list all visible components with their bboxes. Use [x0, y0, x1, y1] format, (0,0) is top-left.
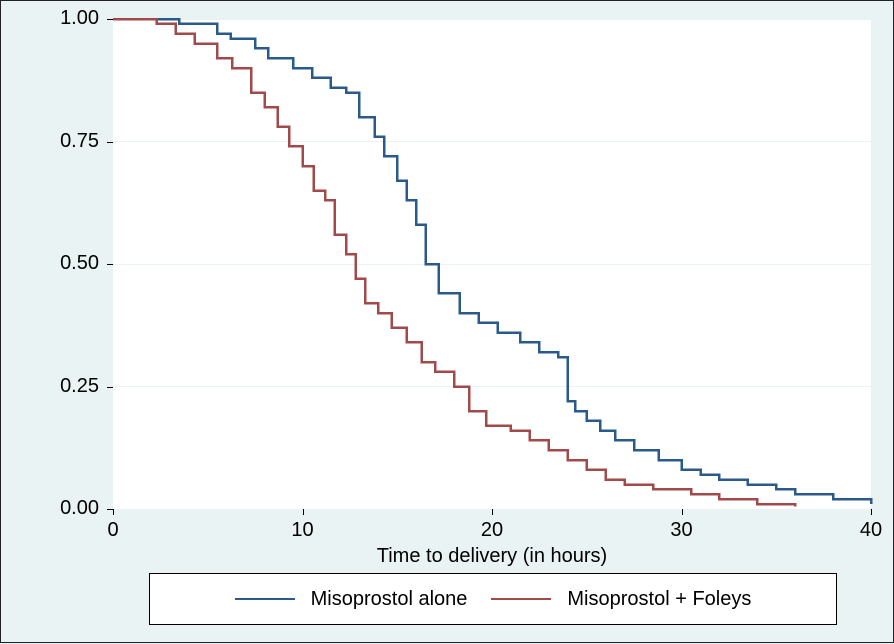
x-axis-title: Time to delivery (in hours)	[113, 545, 871, 568]
legend-item: Misoprostol alone	[235, 588, 468, 611]
legend-label: Misoprostol alone	[311, 588, 468, 611]
series-misoprostol-alone	[113, 19, 871, 504]
legend-label: Misoprostol + Foleys	[567, 588, 751, 611]
series-misoprostol-foleys	[113, 19, 795, 507]
legend-item: Misoprostol + Foleys	[491, 588, 751, 611]
chart-container: 0.000.250.500.751.00010203040 Time to de…	[0, 0, 894, 643]
legend-swatch	[235, 598, 295, 600]
legend: Misoprostol alone Misoprostol + Foleys	[149, 573, 837, 625]
legend-swatch	[491, 598, 551, 600]
